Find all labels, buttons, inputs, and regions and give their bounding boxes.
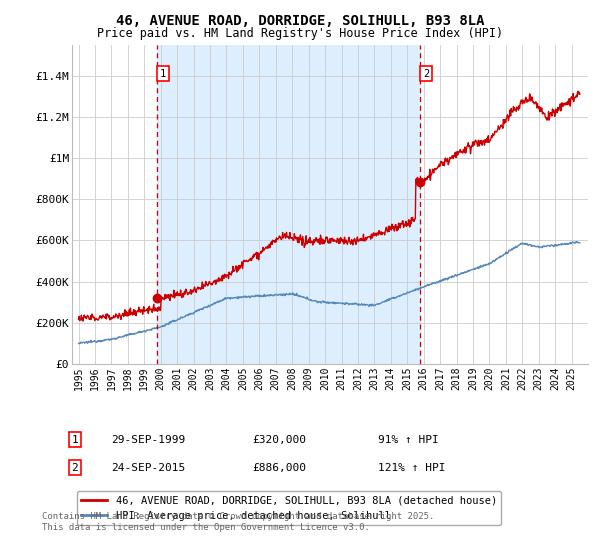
Text: £886,000: £886,000 (252, 463, 306, 473)
Text: 121% ↑ HPI: 121% ↑ HPI (378, 463, 445, 473)
Text: 29-SEP-1999: 29-SEP-1999 (111, 435, 185, 445)
Text: 2: 2 (423, 68, 429, 78)
Text: £320,000: £320,000 (252, 435, 306, 445)
Text: Contains HM Land Registry data © Crown copyright and database right 2025.
This d: Contains HM Land Registry data © Crown c… (42, 512, 434, 532)
Text: 46, AVENUE ROAD, DORRIDGE, SOLIHULL, B93 8LA: 46, AVENUE ROAD, DORRIDGE, SOLIHULL, B93… (116, 14, 484, 28)
Legend: 46, AVENUE ROAD, DORRIDGE, SOLIHULL, B93 8LA (detached house), HPI: Average pric: 46, AVENUE ROAD, DORRIDGE, SOLIHULL, B93… (77, 491, 501, 525)
Text: Price paid vs. HM Land Registry's House Price Index (HPI): Price paid vs. HM Land Registry's House … (97, 27, 503, 40)
Text: 1: 1 (71, 435, 79, 445)
Text: 91% ↑ HPI: 91% ↑ HPI (378, 435, 439, 445)
Text: 2: 2 (71, 463, 79, 473)
Bar (157, 45, 419, 364)
Text: 24-SEP-2015: 24-SEP-2015 (111, 463, 185, 473)
Text: 1: 1 (160, 68, 166, 78)
